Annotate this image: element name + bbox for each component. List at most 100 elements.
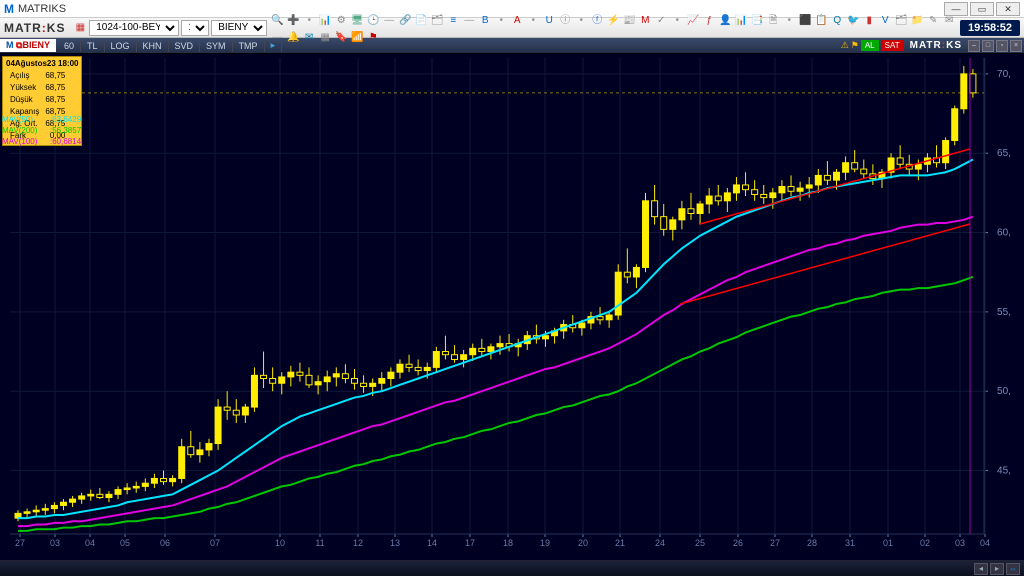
toolbar-icon-45[interactable]: ✉ xyxy=(301,29,317,45)
toolbar-icon-1[interactable]: ➕ xyxy=(285,12,301,28)
toolbar-icon-22[interactable]: 📰 xyxy=(621,12,637,28)
sell-button[interactable]: SAT xyxy=(881,40,904,51)
svg-text:18: 18 xyxy=(503,538,513,548)
grid-icon[interactable]: ▦ xyxy=(73,20,87,36)
toolbar-icon-48[interactable]: 📶 xyxy=(349,29,365,45)
toolbar-icon-41[interactable]: ✎ xyxy=(925,12,941,28)
toolbar-icon-24[interactable]: ✓ xyxy=(653,12,669,28)
svg-text:55,: 55, xyxy=(997,307,1011,318)
toolbar-icon-28[interactable]: 👤 xyxy=(717,12,733,28)
ohlc-label: Açılış xyxy=(8,71,41,81)
svg-text:28: 28 xyxy=(807,538,817,548)
toolbar-icon-21[interactable]: ⚡ xyxy=(605,12,621,28)
ohlc-value: 68,75 xyxy=(43,95,67,105)
chart-tab-60[interactable]: 60 xyxy=(58,40,81,52)
toolbar-icon-26[interactable]: 📈 xyxy=(685,12,701,28)
toolbar-icon-12[interactable]: — xyxy=(461,12,477,28)
svg-text:12: 12 xyxy=(353,538,363,548)
svg-text:07: 07 xyxy=(210,538,220,548)
toolbar-icon-42[interactable]: ✉ xyxy=(941,12,957,28)
layout-select[interactable]: 1024-100-BEYA xyxy=(89,20,179,36)
scroll-right-button[interactable]: ▸ xyxy=(990,563,1004,575)
flag-icon[interactable]: ⚑ xyxy=(851,40,859,51)
chart-area[interactable]: 45,50,55,60,65,70,2703040506071011121314… xyxy=(0,54,1024,560)
maximize-button[interactable]: ▭ xyxy=(970,2,994,16)
timeframe-select[interactable]: 1 xyxy=(181,20,209,36)
toolbar-icon-23[interactable]: M xyxy=(637,12,653,28)
toolbar-icon-15[interactable]: A xyxy=(509,12,525,28)
svg-text:20: 20 xyxy=(578,538,588,548)
toolbar-icon-33[interactable]: ⬛ xyxy=(797,12,813,28)
toolbar-icon-17[interactable]: U xyxy=(541,12,557,28)
toolbar-icon-4[interactable]: ⚙ xyxy=(333,12,349,28)
ma-value: :60,6814 xyxy=(50,137,81,146)
toolbar-icon-3[interactable]: 📊 xyxy=(317,12,333,28)
toolbar-icon-16[interactable]: • xyxy=(525,12,541,28)
toolbar-icon-6[interactable]: 🕒 xyxy=(365,12,381,28)
toolbar-icon-31[interactable]: 🗎 xyxy=(765,13,781,29)
scroll-left-button[interactable]: ◂ xyxy=(974,563,988,575)
svg-text:04: 04 xyxy=(85,538,95,548)
chart-tab-tl[interactable]: TL xyxy=(81,40,105,52)
chart-tab-sym[interactable]: SYM xyxy=(200,40,233,52)
toolbar-icon-46[interactable]: ▦ xyxy=(317,29,333,45)
chart-tab-khn[interactable]: KHN xyxy=(137,40,169,52)
toolbar-icon-7[interactable]: — xyxy=(381,12,397,28)
price-chart[interactable]: 45,50,55,60,65,70,2703040506071011121314… xyxy=(0,54,1024,560)
ma-legend: MAV(50):63,6429MAV(200):56,3857MAV(100):… xyxy=(2,114,81,147)
toolbar-icon-27[interactable]: ƒ xyxy=(701,12,717,28)
toolbar-icon-9[interactable]: 📄 xyxy=(413,12,429,28)
toolbar-icon-38[interactable]: V xyxy=(877,12,893,28)
toolbar-icon-49[interactable]: ⚑ xyxy=(365,29,381,45)
symbol-select[interactable]: BIENY xyxy=(211,20,267,36)
toolbar-icon-11[interactable]: ≡ xyxy=(445,12,461,28)
buy-button[interactable]: AL xyxy=(861,40,879,51)
toolbar-icon-29[interactable]: 📊 xyxy=(733,12,749,28)
toolbar-icon-20[interactable]: ⓕ xyxy=(589,10,605,26)
toolbar-icon-10[interactable]: 🗂 xyxy=(429,12,445,28)
clock: 19:58:52 xyxy=(960,20,1020,36)
main-toolbar: MATR:KS ▦ 1024-100-BEYA 1 BIENY 🔍➕•📊⚙🖥🕒—… xyxy=(0,18,1024,38)
svg-text:60,: 60, xyxy=(997,228,1011,239)
toolbar-icon-14[interactable]: • xyxy=(493,12,509,28)
toolbar-icon-44[interactable]: 🔔 xyxy=(285,29,301,45)
toolbar-icon-40[interactable]: 📁 xyxy=(909,12,925,28)
ma-value: :63,6429 xyxy=(50,115,81,124)
scroll-expand-button[interactable]: ⇔ xyxy=(1006,563,1020,575)
toolbar-icon-13[interactable]: B xyxy=(477,12,493,28)
toolbar-icon-25[interactable]: • xyxy=(669,12,685,28)
chart-min-button[interactable]: – xyxy=(968,40,980,52)
svg-text:24: 24 xyxy=(655,538,665,548)
toolbar-icon-30[interactable]: 📑 xyxy=(749,12,765,28)
status-bar: ◂ ▸ ⇔ xyxy=(0,560,1024,576)
toolbar-icon-35[interactable]: Q xyxy=(829,12,845,28)
toolbar-icon-2[interactable]: • xyxy=(301,12,317,28)
svg-text:50,: 50, xyxy=(997,386,1011,397)
toolbar-icon-37[interactable]: ▮ xyxy=(861,12,877,28)
chart-tab-log[interactable]: LOG xyxy=(105,40,137,52)
chart-tab-svd[interactable]: SVD xyxy=(169,40,201,52)
toolbar-icon-5[interactable]: 🖥 xyxy=(349,12,365,28)
toolbar-icon-19[interactable]: • xyxy=(573,12,589,28)
toolbar-icon-36[interactable]: 🐦 xyxy=(845,12,861,28)
chart-close-button[interactable]: × xyxy=(1010,40,1022,52)
svg-text:27: 27 xyxy=(15,538,25,548)
toolbar-icon-8[interactable]: 🔗 xyxy=(397,12,413,28)
toolbar-icon-47[interactable]: 🔖 xyxy=(333,29,349,45)
chart-tab-tmp[interactable]: TMP xyxy=(233,40,265,52)
toolbar-icon-18[interactable]: ⓘ xyxy=(557,10,573,26)
ohlc-date: 04Ağustos23 18:00 xyxy=(6,59,78,69)
tab-more-icon[interactable]: ▸ xyxy=(265,39,283,52)
app-logo-icon: M xyxy=(4,2,14,16)
chart-max-button[interactable]: □ xyxy=(982,40,994,52)
toolbar-icon-39[interactable]: 🗂 xyxy=(893,12,909,28)
svg-text:17: 17 xyxy=(465,538,475,548)
chart-opt-button[interactable]: ▫ xyxy=(996,40,1008,52)
ohlc-label: Düşük xyxy=(8,95,41,105)
toolbar-icon-0[interactable]: 🔍 xyxy=(269,12,285,28)
toolbar-icon-34[interactable]: 📋 xyxy=(813,12,829,28)
svg-text:06: 06 xyxy=(160,538,170,548)
alert-icon[interactable]: ⚠ xyxy=(841,40,849,51)
toolbar-icon-32[interactable]: • xyxy=(781,12,797,28)
close-button[interactable]: ✕ xyxy=(996,2,1020,16)
